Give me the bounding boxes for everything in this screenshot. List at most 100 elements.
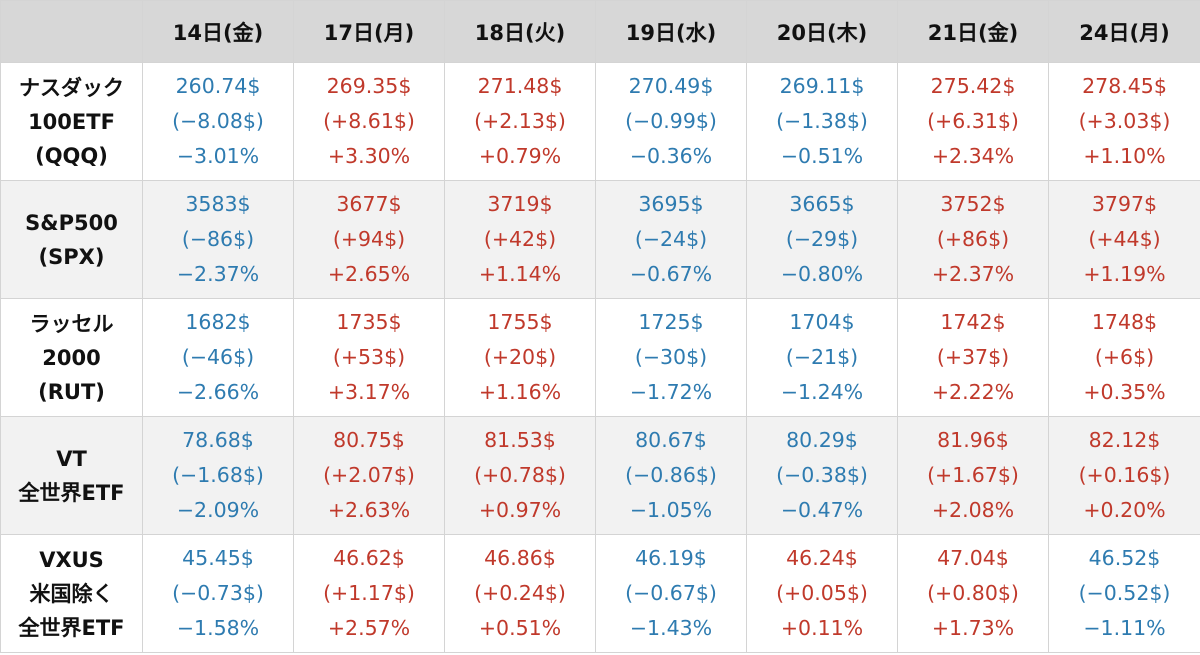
price-value: 80.67$ [635,428,707,452]
price-value: 46.86$ [484,546,556,570]
table-row: ラッセル 2000 (RUT) 1682$ (−46$) −2.66% 1735$ (+53$… [0,298,1200,417]
row-header-line: (SPX) [38,244,105,269]
price-value: 3719$ [487,192,553,216]
price-value: 80.29$ [786,428,858,452]
price-cell-content: 47.04$ (+0.80$) +1.73% [898,541,1048,646]
percent-change: +0.20% [1083,498,1166,522]
change-value: (−86$) [181,227,255,251]
percent-change: +1.73% [931,616,1015,640]
percent-change: +0.11% [780,616,864,640]
price-cell-content: 46.52$ (−0.52$) −1.11% [1049,541,1200,646]
price-cell: 1704$ (−21$) −1.24% [746,298,898,417]
price-value: 3695$ [638,192,704,216]
change-value: (+1.17$) [323,581,415,605]
change-value: (+2.13$) [474,109,566,133]
price-cell-content: 46.86$ (+0.24$) +0.51% [445,541,595,646]
percent-change: −1.58% [176,616,260,640]
price-value: 260.74$ [175,74,261,98]
price-cell: 1682$ (−46$) −2.66% [142,298,294,417]
price-value: 275.42$ [930,74,1016,98]
percent-change: +2.37% [931,262,1015,286]
percent-change: −0.51% [780,144,864,168]
price-cell: 80.29$ (−0.38$) −0.47% [746,416,898,535]
price-value: 46.19$ [635,546,707,570]
price-cell-content: 1704$ (−21$) −1.24% [747,305,897,410]
price-cell-content: 1682$ (−46$) −2.66% [143,305,293,410]
price-value: 81.96$ [937,428,1009,452]
change-value: (+20$) [483,345,557,369]
price-cell-content: 3719$ (+42$) +1.14% [445,187,595,292]
change-value: (+37$) [936,345,1010,369]
price-cell-content: 3583$ (−86$) −2.37% [143,187,293,292]
price-value: 46.62$ [333,546,405,570]
change-value: (−30$) [634,345,708,369]
table-row: VXUS 米国除く 全世界ETF 45.45$ (−0.73$) −1.58% 46.62$… [0,534,1200,653]
price-cell: 278.45$ (+3.03$) +1.10% [1048,62,1200,181]
price-cell: 45.45$ (−0.73$) −1.58% [142,534,294,653]
price-cell: 269.11$ (−1.38$) −0.51% [746,62,898,181]
price-cell: 3677$ (+94$) +2.65% [293,180,445,299]
price-cell: 46.24$ (+0.05$) +0.11% [746,534,898,653]
change-value: (+42$) [483,227,557,251]
percent-change: +0.79% [478,144,562,168]
price-cell-content: 46.24$ (+0.05$) +0.11% [747,541,897,646]
percent-change: +2.65% [327,262,411,286]
price-cell: 3583$ (−86$) −2.37% [142,180,294,299]
percent-change: −1.72% [629,380,713,404]
price-value: 82.12$ [1088,428,1161,452]
price-value: 47.04$ [937,546,1009,570]
price-cell: 1725$ (−30$) −1.72% [595,298,747,417]
price-cell-content: 80.29$ (−0.38$) −0.47% [747,423,897,528]
price-cell: 3752$ (+86$) +2.37% [897,180,1049,299]
column-header-date: 20日(木) [746,0,898,63]
percent-change: −1.11% [1083,616,1166,640]
change-value: (−24$) [634,227,708,251]
price-cell-content: 271.48$ (+2.13$) +0.79% [445,69,595,174]
price-value: 1755$ [487,310,553,334]
price-cell-content: 45.45$ (−0.73$) −1.58% [143,541,293,646]
price-cell: 46.52$ (−0.52$) −1.11% [1048,534,1200,653]
change-value: (+1.67$) [927,463,1019,487]
percent-change: +1.16% [478,380,562,404]
percent-change: +1.10% [1083,144,1166,168]
price-cell-content: 46.62$ (+1.17$) +2.57% [294,541,444,646]
price-cell: 1735$ (+53$) +3.17% [293,298,445,417]
percent-change: +2.22% [931,380,1015,404]
price-cell-content: 80.75$ (+2.07$) +2.63% [294,423,444,528]
price-cell: 270.49$ (−0.99$) −0.36% [595,62,747,181]
price-cell: 271.48$ (+2.13$) +0.79% [444,62,596,181]
price-cell: 46.86$ (+0.24$) +0.51% [444,534,596,653]
price-cell-content: 3752$ (+86$) +2.37% [898,187,1048,292]
price-cell-content: 269.11$ (−1.38$) −0.51% [747,69,897,174]
price-value: 1748$ [1091,310,1158,334]
change-value: (+6$) [1094,345,1155,369]
price-cell-content: 80.67$ (−0.86$) −1.05% [596,423,746,528]
price-cell-content: 260.74$ (−8.08$) −3.01% [143,69,293,174]
price-cell-content: 270.49$ (−0.99$) −0.36% [596,69,746,174]
price-cell: 1748$ (+6$) +0.35% [1048,298,1200,417]
row-header-index-name: ナスダック 100ETF (QQQ) [0,62,143,181]
change-value: (+3.03$) [1078,109,1171,133]
price-cell-content: 278.45$ (+3.03$) +1.10% [1049,69,1200,174]
price-cell-content: 3797$ (+44$) +1.19% [1049,187,1200,292]
price-cell: 1742$ (+37$) +2.22% [897,298,1049,417]
change-value: (−0.99$) [625,109,717,133]
percent-change: −1.24% [780,380,864,404]
price-cell-content: 78.68$ (−1.68$) −2.09% [143,423,293,528]
price-cell: 46.19$ (−0.67$) −1.43% [595,534,747,653]
row-header-line: 全世界ETF [18,615,125,640]
row-header-line: VXUS [39,547,104,572]
corner-cell [0,0,143,63]
price-cell: 47.04$ (+0.80$) +1.73% [897,534,1049,653]
price-cell: 46.62$ (+1.17$) +2.57% [293,534,445,653]
price-value: 3583$ [185,192,251,216]
percent-change: −0.36% [629,144,713,168]
change-value: (−0.67$) [625,581,717,605]
price-cell-content: 1755$ (+20$) +1.16% [445,305,595,410]
price-cell: 269.35$ (+8.61$) +3.30% [293,62,445,181]
change-value: (+0.16$) [1078,463,1171,487]
price-value: 1735$ [336,310,402,334]
price-cell: 3665$ (−29$) −0.80% [746,180,898,299]
table-row: ナスダック 100ETF (QQQ) 260.74$ (−8.08$) −3.01% 269… [0,62,1200,181]
change-value: (+8.61$) [323,109,415,133]
